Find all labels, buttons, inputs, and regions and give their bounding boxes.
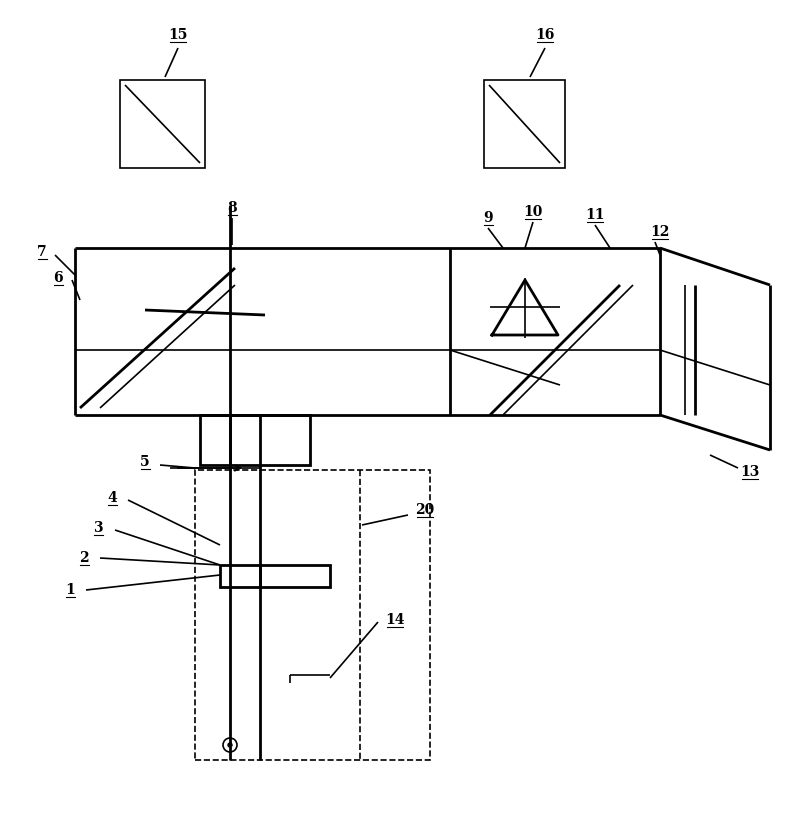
Circle shape xyxy=(228,743,232,747)
Text: 6: 6 xyxy=(53,271,63,285)
Text: 20: 20 xyxy=(415,503,434,517)
Text: 7: 7 xyxy=(37,245,47,259)
Text: 16: 16 xyxy=(535,28,554,42)
Bar xyxy=(120,80,205,168)
Text: 14: 14 xyxy=(386,613,405,627)
Text: 5: 5 xyxy=(140,455,150,469)
Text: 9: 9 xyxy=(483,211,493,225)
Text: 2: 2 xyxy=(79,551,89,565)
Text: 11: 11 xyxy=(586,208,605,222)
Text: 10: 10 xyxy=(523,205,542,219)
Text: 4: 4 xyxy=(107,491,117,505)
Text: 1: 1 xyxy=(65,583,75,597)
Text: 12: 12 xyxy=(650,225,670,239)
Bar xyxy=(195,470,430,760)
Bar xyxy=(220,565,330,587)
Text: 13: 13 xyxy=(740,465,760,479)
Bar xyxy=(484,80,565,168)
Text: 15: 15 xyxy=(168,28,188,42)
Text: 8: 8 xyxy=(227,201,237,215)
Text: 3: 3 xyxy=(93,521,103,535)
Bar xyxy=(200,415,310,465)
